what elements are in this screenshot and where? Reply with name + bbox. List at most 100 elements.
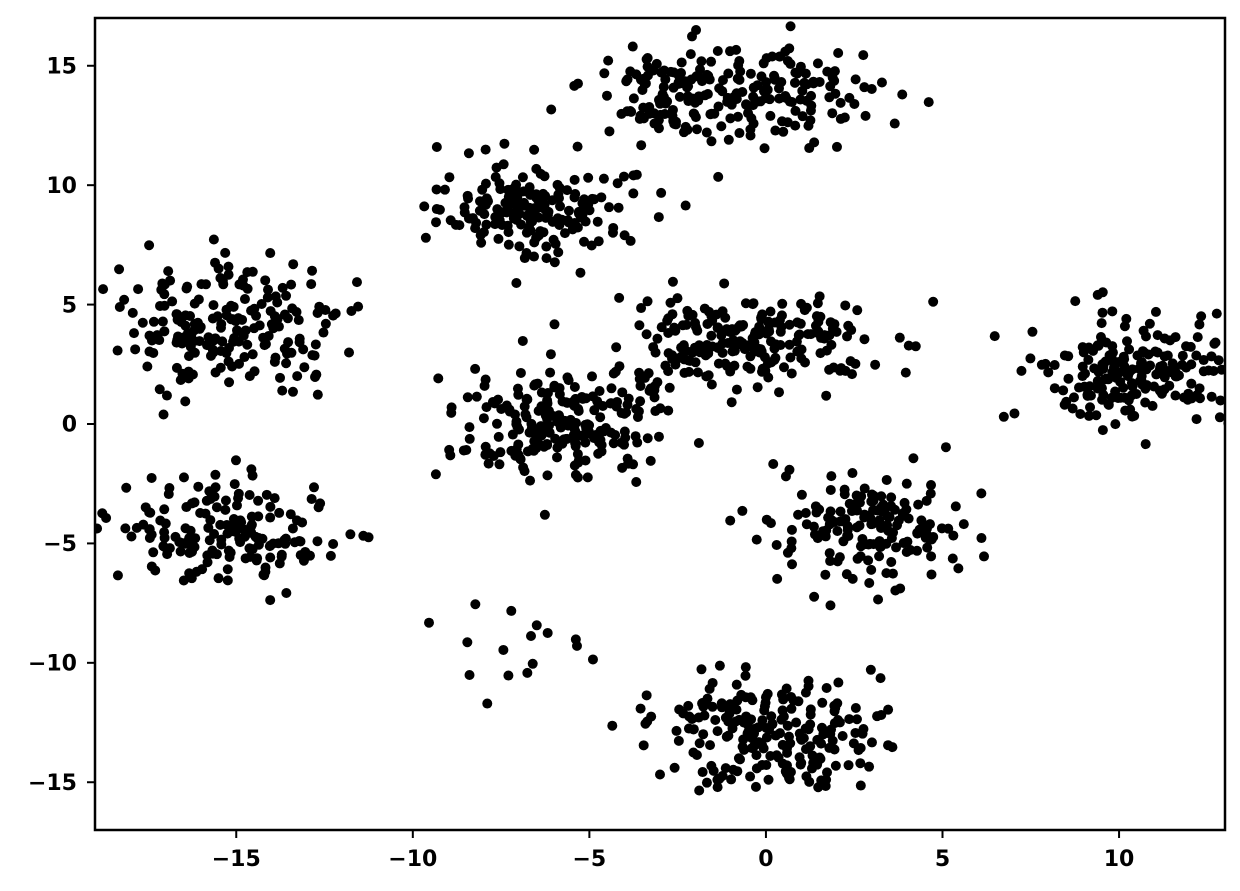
scatter-point bbox=[734, 56, 744, 66]
scatter-point bbox=[570, 192, 580, 202]
scatter-point bbox=[702, 778, 712, 788]
scatter-point bbox=[660, 74, 670, 84]
scatter-point bbox=[806, 101, 816, 111]
scatter-point bbox=[800, 305, 810, 315]
scatter-point bbox=[1096, 332, 1106, 342]
scatter-point bbox=[163, 266, 173, 276]
scatter-point bbox=[784, 43, 794, 53]
scatter-point bbox=[1153, 330, 1163, 340]
scatter-point bbox=[224, 377, 234, 387]
scatter-point bbox=[813, 58, 823, 68]
scatter-point bbox=[592, 396, 602, 406]
scatter-point bbox=[1121, 314, 1131, 324]
scatter-point bbox=[924, 97, 934, 107]
scatter-point bbox=[1113, 393, 1123, 403]
scatter-point bbox=[609, 438, 619, 448]
scatter-point bbox=[185, 548, 195, 558]
scatter-point bbox=[689, 724, 699, 734]
scatter-point bbox=[216, 323, 226, 333]
scatter-point bbox=[720, 313, 730, 323]
scatter-point bbox=[628, 188, 638, 198]
scatter-point bbox=[1078, 371, 1088, 381]
scatter-point bbox=[742, 362, 752, 372]
scatter-point bbox=[803, 121, 813, 131]
scatter-point bbox=[774, 387, 784, 397]
scatter-point bbox=[352, 277, 362, 287]
scatter-point bbox=[432, 184, 442, 194]
scatter-point bbox=[660, 361, 670, 371]
scatter-point bbox=[204, 332, 214, 342]
scatter-point bbox=[632, 170, 642, 180]
scatter-point bbox=[922, 496, 932, 506]
scatter-point bbox=[867, 737, 877, 747]
scatter-point bbox=[1063, 374, 1073, 384]
scatter-point bbox=[559, 434, 569, 444]
scatter-point bbox=[738, 735, 748, 745]
scatter-point bbox=[190, 497, 200, 507]
scatter-point bbox=[1148, 401, 1158, 411]
scatter-point bbox=[553, 213, 563, 223]
scatter-point bbox=[619, 172, 629, 182]
scatter-point bbox=[1086, 391, 1096, 401]
scatter-point bbox=[1212, 309, 1222, 319]
scatter-point bbox=[774, 83, 784, 93]
scatter-point bbox=[758, 364, 768, 374]
scatter-point bbox=[492, 163, 502, 173]
scatter-point bbox=[512, 444, 522, 454]
scatter-point bbox=[1050, 383, 1060, 393]
scatter-point bbox=[1207, 392, 1217, 402]
scatter-point bbox=[976, 488, 986, 498]
scatter-point bbox=[723, 731, 733, 741]
scatter-point bbox=[776, 322, 786, 332]
scatter-point bbox=[730, 346, 740, 356]
scatter-point bbox=[999, 412, 1009, 422]
scatter-point bbox=[152, 330, 162, 340]
scatter-point bbox=[145, 533, 155, 543]
scatter-point bbox=[772, 574, 782, 584]
scatter-point bbox=[1101, 357, 1111, 367]
scatter-point bbox=[776, 715, 786, 725]
scatter-point bbox=[309, 482, 319, 492]
x-tick-label: −10 bbox=[388, 847, 437, 872]
scatter-point bbox=[1078, 362, 1088, 372]
scatter-point bbox=[767, 719, 777, 729]
scatter-point bbox=[668, 105, 678, 115]
scatter-point bbox=[786, 21, 796, 31]
scatter-point bbox=[852, 714, 862, 724]
scatter-point bbox=[979, 551, 989, 561]
scatter-point bbox=[870, 360, 880, 370]
scatter-point bbox=[814, 505, 824, 515]
scatter-point bbox=[193, 482, 203, 492]
scatter-chart: −15−10−50510−15−10−5051015 bbox=[0, 0, 1240, 891]
scatter-point bbox=[821, 525, 831, 535]
scatter-point bbox=[715, 661, 725, 671]
scatter-point bbox=[224, 356, 234, 366]
scatter-point bbox=[843, 525, 853, 535]
scatter-point bbox=[286, 280, 296, 290]
scatter-point bbox=[636, 140, 646, 150]
scatter-point bbox=[148, 348, 158, 358]
scatter-point bbox=[768, 459, 778, 469]
scatter-point bbox=[552, 452, 562, 462]
scatter-point bbox=[643, 433, 653, 443]
scatter-point bbox=[542, 470, 552, 480]
scatter-point bbox=[746, 692, 756, 702]
scatter-point bbox=[504, 198, 514, 208]
scatter-point bbox=[1145, 319, 1155, 329]
scatter-point bbox=[926, 569, 936, 579]
scatter-point bbox=[854, 745, 864, 755]
scatter-point bbox=[1069, 392, 1079, 402]
scatter-point bbox=[772, 540, 782, 550]
scatter-point bbox=[296, 550, 306, 560]
scatter-point bbox=[253, 496, 263, 506]
scatter-point bbox=[785, 353, 795, 363]
scatter-point bbox=[796, 353, 806, 363]
scatter-point bbox=[826, 485, 836, 495]
scatter-point bbox=[725, 516, 735, 526]
scatter-point bbox=[554, 193, 564, 203]
scatter-point bbox=[472, 392, 482, 402]
scatter-point bbox=[179, 472, 189, 482]
scatter-point bbox=[670, 360, 680, 370]
scatter-point bbox=[864, 762, 874, 772]
scatter-point bbox=[261, 563, 271, 573]
